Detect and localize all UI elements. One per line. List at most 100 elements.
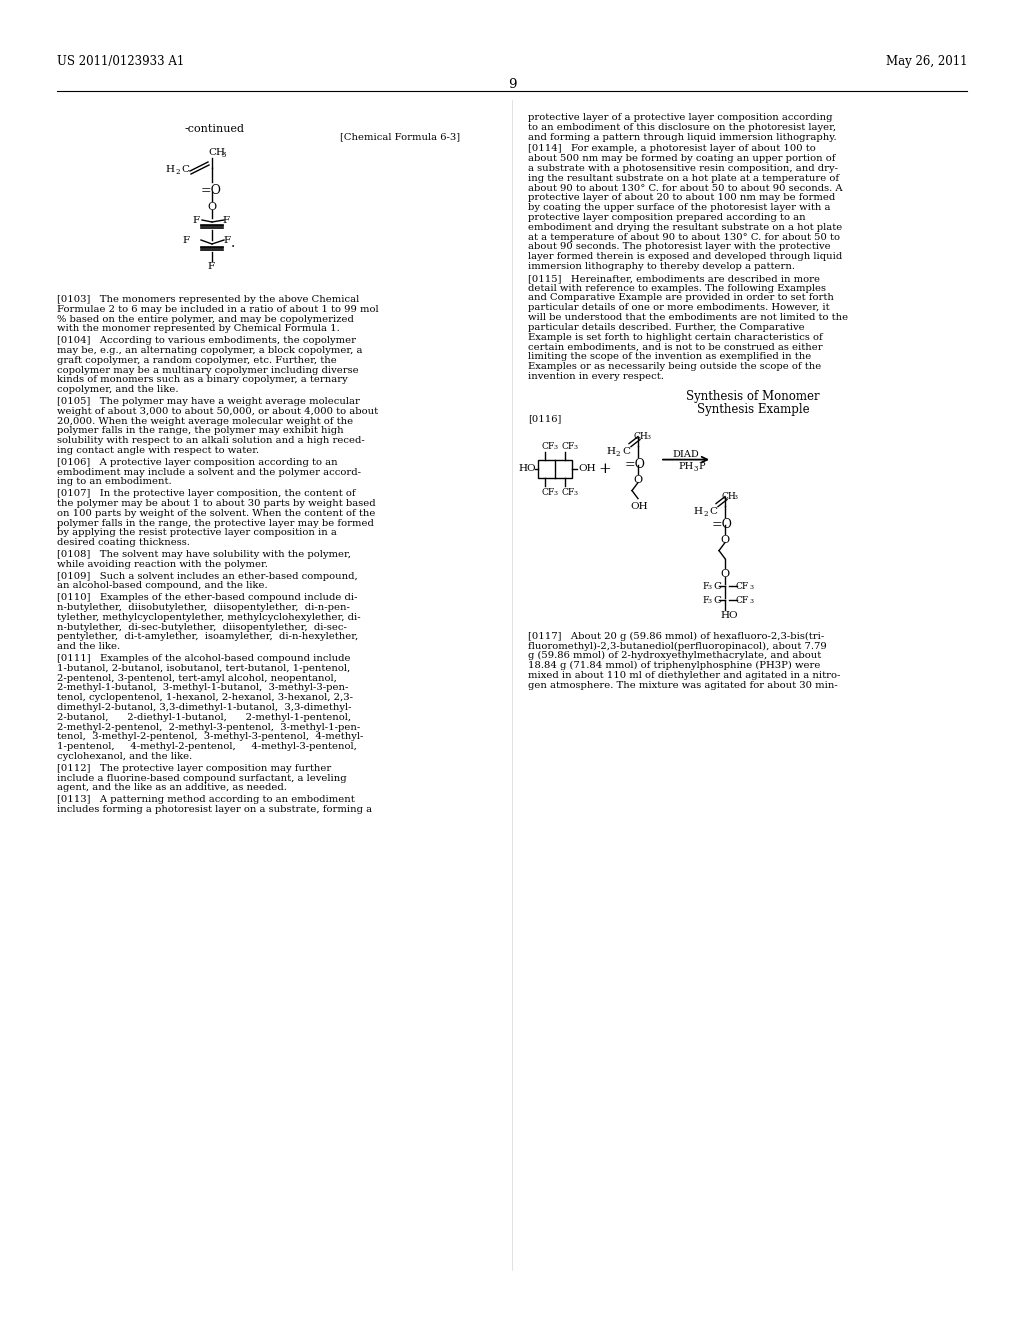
Text: 3: 3	[553, 445, 557, 450]
Text: O: O	[720, 535, 729, 545]
Text: [0117]   About 20 g (59.86 mmol) of hexafluoro-2,3-bis(tri-: [0117] About 20 g (59.86 mmol) of hexafl…	[528, 631, 824, 640]
Text: O: O	[207, 202, 216, 213]
Text: CH: CH	[721, 491, 736, 500]
Text: an alcohol-based compound, and the like.: an alcohol-based compound, and the like.	[57, 581, 267, 590]
Text: graft copolymer, a random copolymer, etc. Further, the: graft copolymer, a random copolymer, etc…	[57, 356, 337, 364]
Text: [0113]   A patterning method according to an embodiment: [0113] A patterning method according to …	[57, 795, 354, 804]
Text: mixed in about 110 ml of diethylether and agitated in a nitro-: mixed in about 110 ml of diethylether an…	[528, 671, 841, 680]
Text: [0108]   The solvent may have solubility with the polymer,: [0108] The solvent may have solubility w…	[57, 550, 351, 558]
Text: CF: CF	[736, 595, 750, 605]
Text: Synthesis Example: Synthesis Example	[696, 403, 809, 416]
Text: particular details of one or more embodiments. However, it: particular details of one or more embodi…	[528, 304, 829, 313]
Text: with the monomer represented by Chemical Formula 1.: with the monomer represented by Chemical…	[57, 325, 340, 334]
Text: limiting the scope of the invention as exemplified in the: limiting the scope of the invention as e…	[528, 352, 811, 362]
Text: P: P	[698, 462, 705, 471]
Text: OH: OH	[630, 502, 647, 511]
Text: embodiment and drying the resultant substrate on a hot plate: embodiment and drying the resultant subs…	[528, 223, 843, 232]
Text: kinds of monomers such as a binary copolymer, a ternary: kinds of monomers such as a binary copol…	[57, 375, 348, 384]
Text: a substrate with a photosensitive resin composition, and dry-: a substrate with a photosensitive resin …	[528, 164, 838, 173]
Text: [Chemical Formula 6-3]: [Chemical Formula 6-3]	[340, 132, 460, 141]
Text: OH: OH	[578, 463, 596, 473]
Bar	[538, 459, 572, 478]
Text: embodiment may include a solvent and the polymer accord-: embodiment may include a solvent and the…	[57, 467, 361, 477]
Text: at a temperature of about 90 to about 130° C. for about 50 to: at a temperature of about 90 to about 13…	[528, 232, 840, 242]
Text: immersion lithography to thereby develop a pattern.: immersion lithography to thereby develop…	[528, 261, 795, 271]
Text: DIAD: DIAD	[673, 450, 699, 458]
Text: =O: =O	[712, 517, 733, 531]
Text: invention in every respect.: invention in every respect.	[528, 372, 664, 380]
Text: F: F	[223, 236, 230, 246]
Text: HO: HO	[518, 463, 536, 473]
Text: gen atmosphere. The mixture was agitated for about 30 min-: gen atmosphere. The mixture was agitated…	[528, 681, 838, 689]
Text: 3: 3	[733, 495, 737, 499]
Text: Example is set forth to highlight certain characteristics of: Example is set forth to highlight certai…	[528, 333, 822, 342]
Text: and Comparative Example are provided in order to set forth: and Comparative Example are provided in …	[528, 293, 834, 302]
Text: 2-pentenol, 3-pentenol, tert-amyl alcohol, neopentanol,: 2-pentenol, 3-pentenol, tert-amyl alcoho…	[57, 673, 337, 682]
Text: n-butylether,  di-sec-butylether,  diisopentylether,  di-sec-: n-butylether, di-sec-butylether, diisope…	[57, 623, 347, 631]
Text: CF: CF	[561, 442, 574, 450]
Text: protective layer of a protective layer composition according: protective layer of a protective layer c…	[528, 114, 833, 121]
Text: solubility with respect to an alkali solution and a high reced-: solubility with respect to an alkali sol…	[57, 436, 365, 445]
Text: F: F	[222, 216, 229, 224]
Text: F: F	[182, 236, 189, 246]
Text: copolymer may be a multinary copolymer including diverse: copolymer may be a multinary copolymer i…	[57, 366, 358, 375]
Text: ing the resultant substrate on a hot plate at a temperature of: ing the resultant substrate on a hot pla…	[528, 174, 839, 182]
Text: 3: 3	[222, 150, 226, 158]
Text: tenol,  3-methyl-2-pentenol,  3-methyl-3-pentenol,  4-methyl-: tenol, 3-methyl-2-pentenol, 3-methyl-3-p…	[57, 733, 364, 742]
Text: cyclohexanol, and the like.: cyclohexanol, and the like.	[57, 752, 193, 762]
Text: protective layer of about 20 to about 100 nm may be formed: protective layer of about 20 to about 10…	[528, 194, 836, 202]
Text: 3: 3	[573, 445, 577, 450]
Text: while avoiding reaction with the polymer.: while avoiding reaction with the polymer…	[57, 560, 268, 569]
Text: include a fluorine-based compound surfactant, a leveling: include a fluorine-based compound surfac…	[57, 774, 347, 783]
Text: about 90 seconds. The photoresist layer with the protective: about 90 seconds. The photoresist layer …	[528, 243, 830, 251]
Text: 3: 3	[707, 585, 711, 590]
Text: 2: 2	[175, 168, 179, 176]
Text: detail with reference to examples. The following Examples: detail with reference to examples. The f…	[528, 284, 826, 293]
Text: 1-pentenol,     4-methyl-2-pentenol,     4-methyl-3-pentenol,: 1-pentenol, 4-methyl-2-pentenol, 4-methy…	[57, 742, 357, 751]
Text: [0105]   The polymer may have a weight average molecular: [0105] The polymer may have a weight ave…	[57, 397, 359, 407]
Text: particular details described. Further, the Comparative: particular details described. Further, t…	[528, 323, 805, 331]
Text: =O: =O	[201, 183, 222, 197]
Text: 2-methyl-2-pentenol,  2-methyl-3-pentenol,  3-methyl-1-pen-: 2-methyl-2-pentenol, 2-methyl-3-pentenol…	[57, 722, 360, 731]
Text: PH: PH	[678, 462, 693, 471]
Text: CH: CH	[208, 148, 225, 157]
Text: CF: CF	[561, 487, 574, 496]
Text: H: H	[693, 507, 702, 516]
Text: certain embodiments, and is not to be construed as either: certain embodiments, and is not to be co…	[528, 342, 822, 351]
Text: agent, and the like as an additive, as needed.: agent, and the like as an additive, as n…	[57, 783, 287, 792]
Text: +: +	[598, 462, 610, 475]
Text: [0107]   In the protective layer composition, the content of: [0107] In the protective layer compositi…	[57, 490, 355, 498]
Text: will be understood that the embodiments are not limited to the: will be understood that the embodiments …	[528, 313, 848, 322]
Text: [0109]   Such a solvent includes an ether-based compound,: [0109] Such a solvent includes an ether-…	[57, 572, 357, 581]
Text: desired coating thickness.: desired coating thickness.	[57, 539, 189, 548]
Text: C: C	[709, 507, 717, 516]
Text: CH: CH	[634, 432, 649, 441]
Text: layer formed therein is exposed and developed through liquid: layer formed therein is exposed and deve…	[528, 252, 843, 261]
Text: protective layer composition prepared according to an: protective layer composition prepared ac…	[528, 213, 806, 222]
Text: Formulae 2 to 6 may be included in a ratio of about 1 to 99 mol: Formulae 2 to 6 may be included in a rat…	[57, 305, 379, 314]
Text: about 90 to about 130° C. for about 50 to about 90 seconds. A: about 90 to about 130° C. for about 50 t…	[528, 183, 843, 193]
Text: weight of about 3,000 to about 50,000, or about 4,000 to about: weight of about 3,000 to about 50,000, o…	[57, 407, 378, 416]
Text: polymer falls in the range, the polymer may exhibit high: polymer falls in the range, the polymer …	[57, 426, 344, 436]
Text: may be, e.g., an alternating copolymer, a block copolymer, a: may be, e.g., an alternating copolymer, …	[57, 346, 362, 355]
Text: about 500 nm may be formed by coating an upper portion of: about 500 nm may be formed by coating an…	[528, 154, 836, 164]
Text: tylether, methylcyclopentylether, methylcyclohexylether, di-: tylether, methylcyclopentylether, methyl…	[57, 612, 360, 622]
Text: Examples or as necessarily being outside the scope of the: Examples or as necessarily being outside…	[528, 362, 821, 371]
Text: 1-butanol, 2-butanol, isobutanol, tert-butanol, 1-pentenol,: 1-butanol, 2-butanol, isobutanol, tert-b…	[57, 664, 350, 673]
Text: O: O	[720, 569, 729, 578]
Text: ing to an embodiment.: ing to an embodiment.	[57, 478, 172, 486]
Text: g (59.86 mmol) of 2-hydroxyethylmethacrylate, and about: g (59.86 mmol) of 2-hydroxyethylmethacry…	[528, 651, 821, 660]
Text: 2: 2	[703, 510, 708, 517]
Text: -continued: -continued	[185, 124, 245, 135]
Text: US 2011/0123933 A1: US 2011/0123933 A1	[57, 55, 184, 69]
Text: F: F	[207, 261, 214, 271]
Text: [0110]   Examples of the ether-based compound include di-: [0110] Examples of the ether-based compo…	[57, 593, 357, 602]
Text: HO: HO	[720, 611, 737, 619]
Text: C: C	[713, 595, 721, 605]
Text: ing contact angle with respect to water.: ing contact angle with respect to water.	[57, 446, 259, 455]
Text: 3: 3	[749, 598, 753, 603]
Text: 2-methyl-1-butanol,  3-methyl-1-butanol,  3-methyl-3-pen-: 2-methyl-1-butanol, 3-methyl-1-butanol, …	[57, 684, 348, 693]
Text: 3: 3	[693, 465, 697, 473]
Text: F: F	[702, 582, 709, 590]
Text: % based on the entire polymer, and may be copolymerized: % based on the entire polymer, and may b…	[57, 314, 354, 323]
